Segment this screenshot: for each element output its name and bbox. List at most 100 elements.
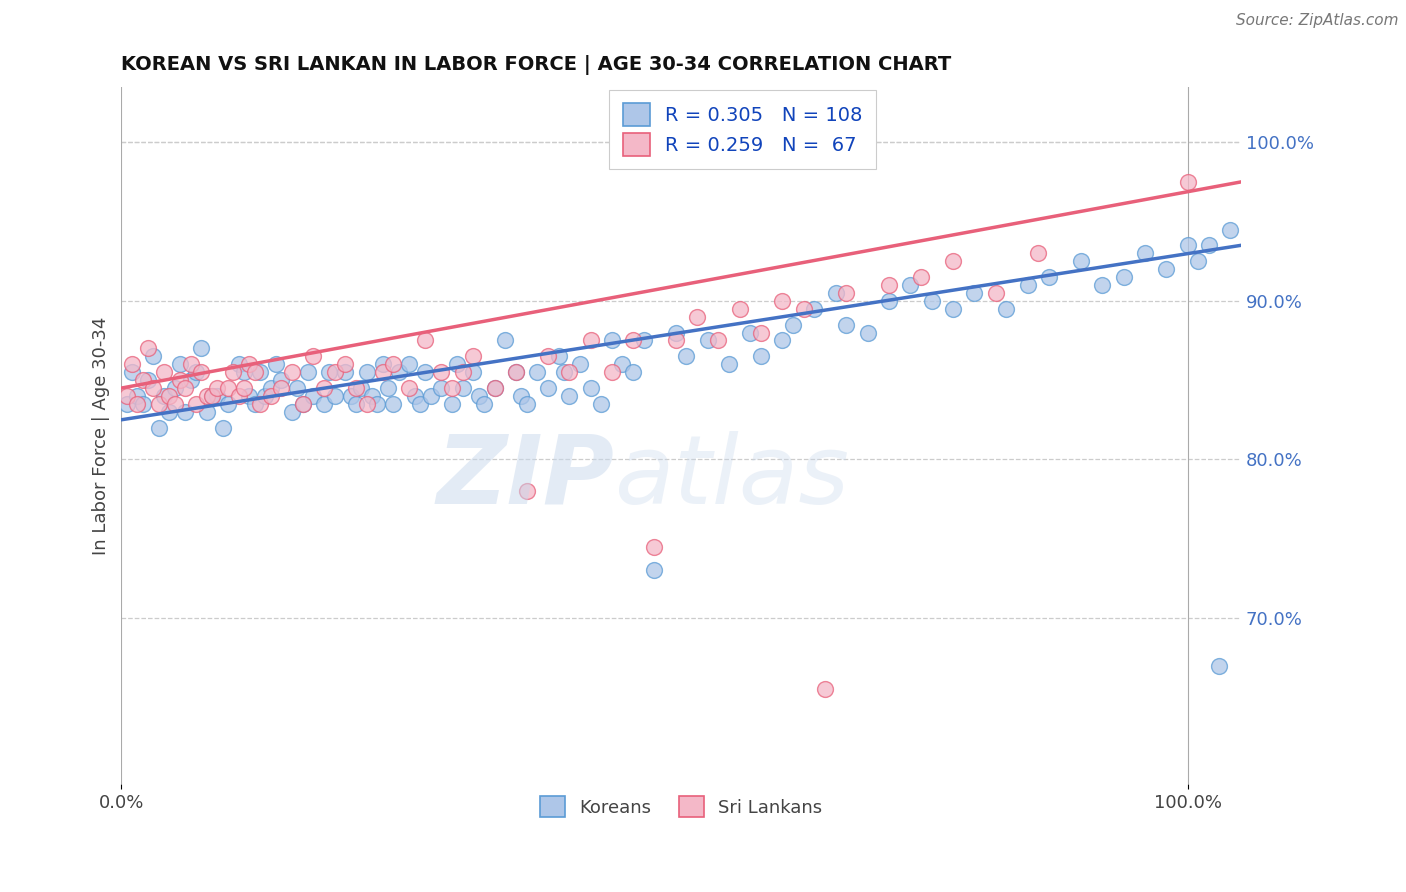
Text: ZIP: ZIP bbox=[436, 431, 614, 524]
Point bbox=[148, 420, 170, 434]
Point bbox=[898, 278, 921, 293]
Point bbox=[1177, 238, 1199, 252]
Point bbox=[249, 365, 271, 379]
Point bbox=[1091, 278, 1114, 293]
Point bbox=[163, 381, 186, 395]
Point bbox=[233, 365, 256, 379]
Point bbox=[921, 293, 943, 308]
Point bbox=[222, 365, 245, 379]
Point bbox=[264, 357, 287, 371]
Point bbox=[312, 381, 335, 395]
Point bbox=[260, 389, 283, 403]
Point bbox=[537, 381, 560, 395]
Point bbox=[350, 381, 373, 395]
Point bbox=[547, 349, 569, 363]
Point bbox=[238, 357, 260, 371]
Point bbox=[398, 381, 420, 395]
Point bbox=[877, 278, 900, 293]
Point bbox=[136, 342, 159, 356]
Point bbox=[942, 301, 965, 316]
Point bbox=[451, 365, 474, 379]
Point bbox=[228, 389, 250, 403]
Point bbox=[696, 334, 718, 348]
Point bbox=[217, 397, 239, 411]
Point bbox=[1208, 658, 1230, 673]
Point bbox=[184, 397, 207, 411]
Point bbox=[201, 389, 224, 403]
Point bbox=[484, 381, 506, 395]
Point bbox=[254, 389, 277, 403]
Point bbox=[643, 540, 665, 554]
Point bbox=[285, 381, 308, 395]
Point bbox=[856, 326, 879, 340]
Point bbox=[413, 365, 436, 379]
Point bbox=[600, 334, 623, 348]
Point bbox=[157, 389, 180, 403]
Point bbox=[382, 357, 405, 371]
Point bbox=[211, 420, 233, 434]
Point bbox=[467, 389, 489, 403]
Point bbox=[612, 357, 634, 371]
Point bbox=[1017, 278, 1039, 293]
Point bbox=[910, 270, 932, 285]
Point bbox=[1038, 270, 1060, 285]
Point bbox=[291, 397, 314, 411]
Point bbox=[484, 381, 506, 395]
Point bbox=[281, 365, 304, 379]
Point bbox=[291, 397, 314, 411]
Point bbox=[169, 357, 191, 371]
Text: KOREAN VS SRI LANKAN IN LABOR FORCE | AGE 30-34 CORRELATION CHART: KOREAN VS SRI LANKAN IN LABOR FORCE | AG… bbox=[121, 55, 952, 75]
Point bbox=[749, 349, 772, 363]
Point bbox=[132, 373, 155, 387]
Point bbox=[318, 365, 340, 379]
Point bbox=[344, 381, 367, 395]
Point bbox=[591, 397, 613, 411]
Point bbox=[270, 381, 292, 395]
Point bbox=[824, 285, 846, 300]
Point bbox=[233, 381, 256, 395]
Point bbox=[413, 334, 436, 348]
Point bbox=[686, 310, 709, 324]
Point bbox=[142, 381, 165, 395]
Point bbox=[115, 397, 138, 411]
Point bbox=[1112, 270, 1135, 285]
Point bbox=[148, 397, 170, 411]
Point bbox=[510, 389, 533, 403]
Point bbox=[515, 397, 537, 411]
Point bbox=[377, 381, 399, 395]
Point bbox=[180, 373, 202, 387]
Point bbox=[942, 254, 965, 268]
Point bbox=[463, 349, 485, 363]
Point bbox=[718, 357, 741, 371]
Point bbox=[382, 397, 405, 411]
Point bbox=[174, 405, 197, 419]
Point bbox=[169, 373, 191, 387]
Point bbox=[1133, 246, 1156, 260]
Point bbox=[238, 389, 260, 403]
Point bbox=[472, 397, 495, 411]
Point bbox=[201, 389, 224, 403]
Point bbox=[335, 365, 357, 379]
Point bbox=[163, 397, 186, 411]
Point bbox=[121, 365, 143, 379]
Point bbox=[404, 389, 426, 403]
Point bbox=[243, 397, 266, 411]
Point bbox=[621, 365, 644, 379]
Point bbox=[388, 365, 411, 379]
Point bbox=[600, 365, 623, 379]
Point bbox=[174, 381, 197, 395]
Text: Source: ZipAtlas.com: Source: ZipAtlas.com bbox=[1236, 13, 1399, 29]
Point bbox=[793, 301, 815, 316]
Point bbox=[1187, 254, 1209, 268]
Point bbox=[740, 326, 762, 340]
Point bbox=[335, 357, 357, 371]
Point bbox=[494, 334, 516, 348]
Point bbox=[579, 381, 602, 395]
Point bbox=[127, 389, 149, 403]
Point bbox=[995, 301, 1018, 316]
Point bbox=[1198, 238, 1220, 252]
Point bbox=[356, 397, 378, 411]
Point bbox=[728, 301, 751, 316]
Point bbox=[665, 326, 688, 340]
Point bbox=[707, 334, 730, 348]
